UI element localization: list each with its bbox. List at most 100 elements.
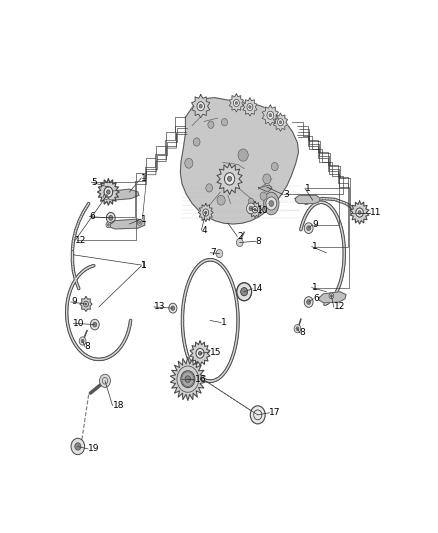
Circle shape — [177, 366, 199, 392]
Circle shape — [267, 111, 274, 119]
Circle shape — [266, 197, 277, 210]
Circle shape — [104, 187, 113, 197]
Text: 7: 7 — [210, 248, 216, 257]
Circle shape — [249, 106, 251, 109]
Ellipse shape — [264, 192, 279, 215]
Circle shape — [196, 349, 204, 358]
Text: 1: 1 — [141, 215, 147, 224]
Circle shape — [279, 121, 282, 124]
Circle shape — [169, 303, 177, 313]
Circle shape — [249, 206, 253, 211]
Circle shape — [107, 190, 110, 194]
Polygon shape — [107, 219, 145, 229]
Text: 9: 9 — [312, 220, 318, 229]
Polygon shape — [170, 358, 205, 400]
Circle shape — [99, 374, 110, 387]
Polygon shape — [248, 201, 262, 218]
Circle shape — [358, 211, 361, 214]
Text: 1: 1 — [305, 184, 311, 193]
Circle shape — [241, 288, 247, 296]
Polygon shape — [98, 179, 119, 205]
Polygon shape — [190, 341, 210, 366]
Circle shape — [235, 101, 237, 104]
Text: 8: 8 — [85, 342, 90, 351]
Text: 9: 9 — [71, 297, 77, 306]
Circle shape — [90, 319, 99, 330]
Polygon shape — [105, 189, 139, 200]
Text: 6: 6 — [314, 294, 319, 303]
Circle shape — [233, 99, 239, 107]
Text: 12: 12 — [75, 236, 86, 245]
Circle shape — [181, 371, 195, 387]
Polygon shape — [217, 163, 242, 195]
Polygon shape — [80, 297, 92, 311]
Circle shape — [248, 198, 254, 205]
Circle shape — [304, 223, 313, 233]
Text: 1: 1 — [312, 283, 318, 292]
Polygon shape — [198, 204, 213, 222]
Polygon shape — [229, 94, 244, 112]
Circle shape — [109, 215, 113, 220]
Text: 1: 1 — [312, 242, 318, 251]
Polygon shape — [273, 113, 288, 131]
Circle shape — [81, 339, 84, 343]
Text: 1: 1 — [141, 174, 147, 183]
Text: 10: 10 — [258, 206, 269, 215]
Circle shape — [185, 158, 193, 168]
Circle shape — [71, 438, 85, 455]
Circle shape — [296, 327, 299, 330]
Circle shape — [106, 213, 115, 223]
Circle shape — [107, 223, 110, 226]
Text: 4: 4 — [201, 225, 207, 235]
Circle shape — [171, 306, 175, 310]
Circle shape — [138, 221, 141, 224]
Circle shape — [93, 322, 97, 327]
Circle shape — [224, 173, 235, 185]
Polygon shape — [350, 201, 369, 224]
Circle shape — [278, 119, 283, 126]
Circle shape — [263, 174, 271, 184]
Circle shape — [238, 149, 248, 161]
Text: 14: 14 — [252, 285, 264, 293]
Text: 2: 2 — [237, 232, 243, 241]
Text: 18: 18 — [113, 401, 124, 410]
Circle shape — [203, 209, 209, 216]
Circle shape — [269, 200, 274, 206]
Text: 5: 5 — [92, 177, 97, 187]
Polygon shape — [319, 292, 346, 303]
Text: 1: 1 — [141, 261, 147, 270]
Circle shape — [330, 295, 332, 297]
Circle shape — [137, 220, 142, 225]
Circle shape — [217, 195, 225, 205]
Polygon shape — [243, 98, 257, 116]
Polygon shape — [180, 98, 298, 224]
Circle shape — [241, 288, 247, 296]
Circle shape — [193, 138, 200, 146]
Polygon shape — [192, 95, 210, 118]
Text: 15: 15 — [209, 348, 221, 357]
Polygon shape — [295, 195, 320, 204]
Circle shape — [252, 206, 258, 213]
Circle shape — [271, 163, 278, 171]
Circle shape — [199, 104, 202, 108]
Circle shape — [294, 325, 301, 333]
Circle shape — [105, 195, 108, 198]
Text: 12: 12 — [334, 302, 345, 311]
Text: 3: 3 — [283, 190, 289, 199]
Text: 1: 1 — [221, 318, 227, 327]
Circle shape — [227, 176, 232, 181]
Circle shape — [84, 301, 88, 307]
Circle shape — [247, 203, 255, 214]
Circle shape — [307, 300, 311, 304]
Circle shape — [205, 211, 207, 214]
Text: 6: 6 — [89, 212, 95, 221]
Circle shape — [304, 297, 313, 308]
Circle shape — [216, 249, 223, 257]
Circle shape — [198, 351, 201, 356]
Circle shape — [182, 372, 194, 386]
Circle shape — [185, 376, 191, 383]
Circle shape — [85, 303, 87, 305]
Circle shape — [104, 193, 109, 199]
Circle shape — [106, 222, 111, 228]
Circle shape — [269, 114, 272, 117]
